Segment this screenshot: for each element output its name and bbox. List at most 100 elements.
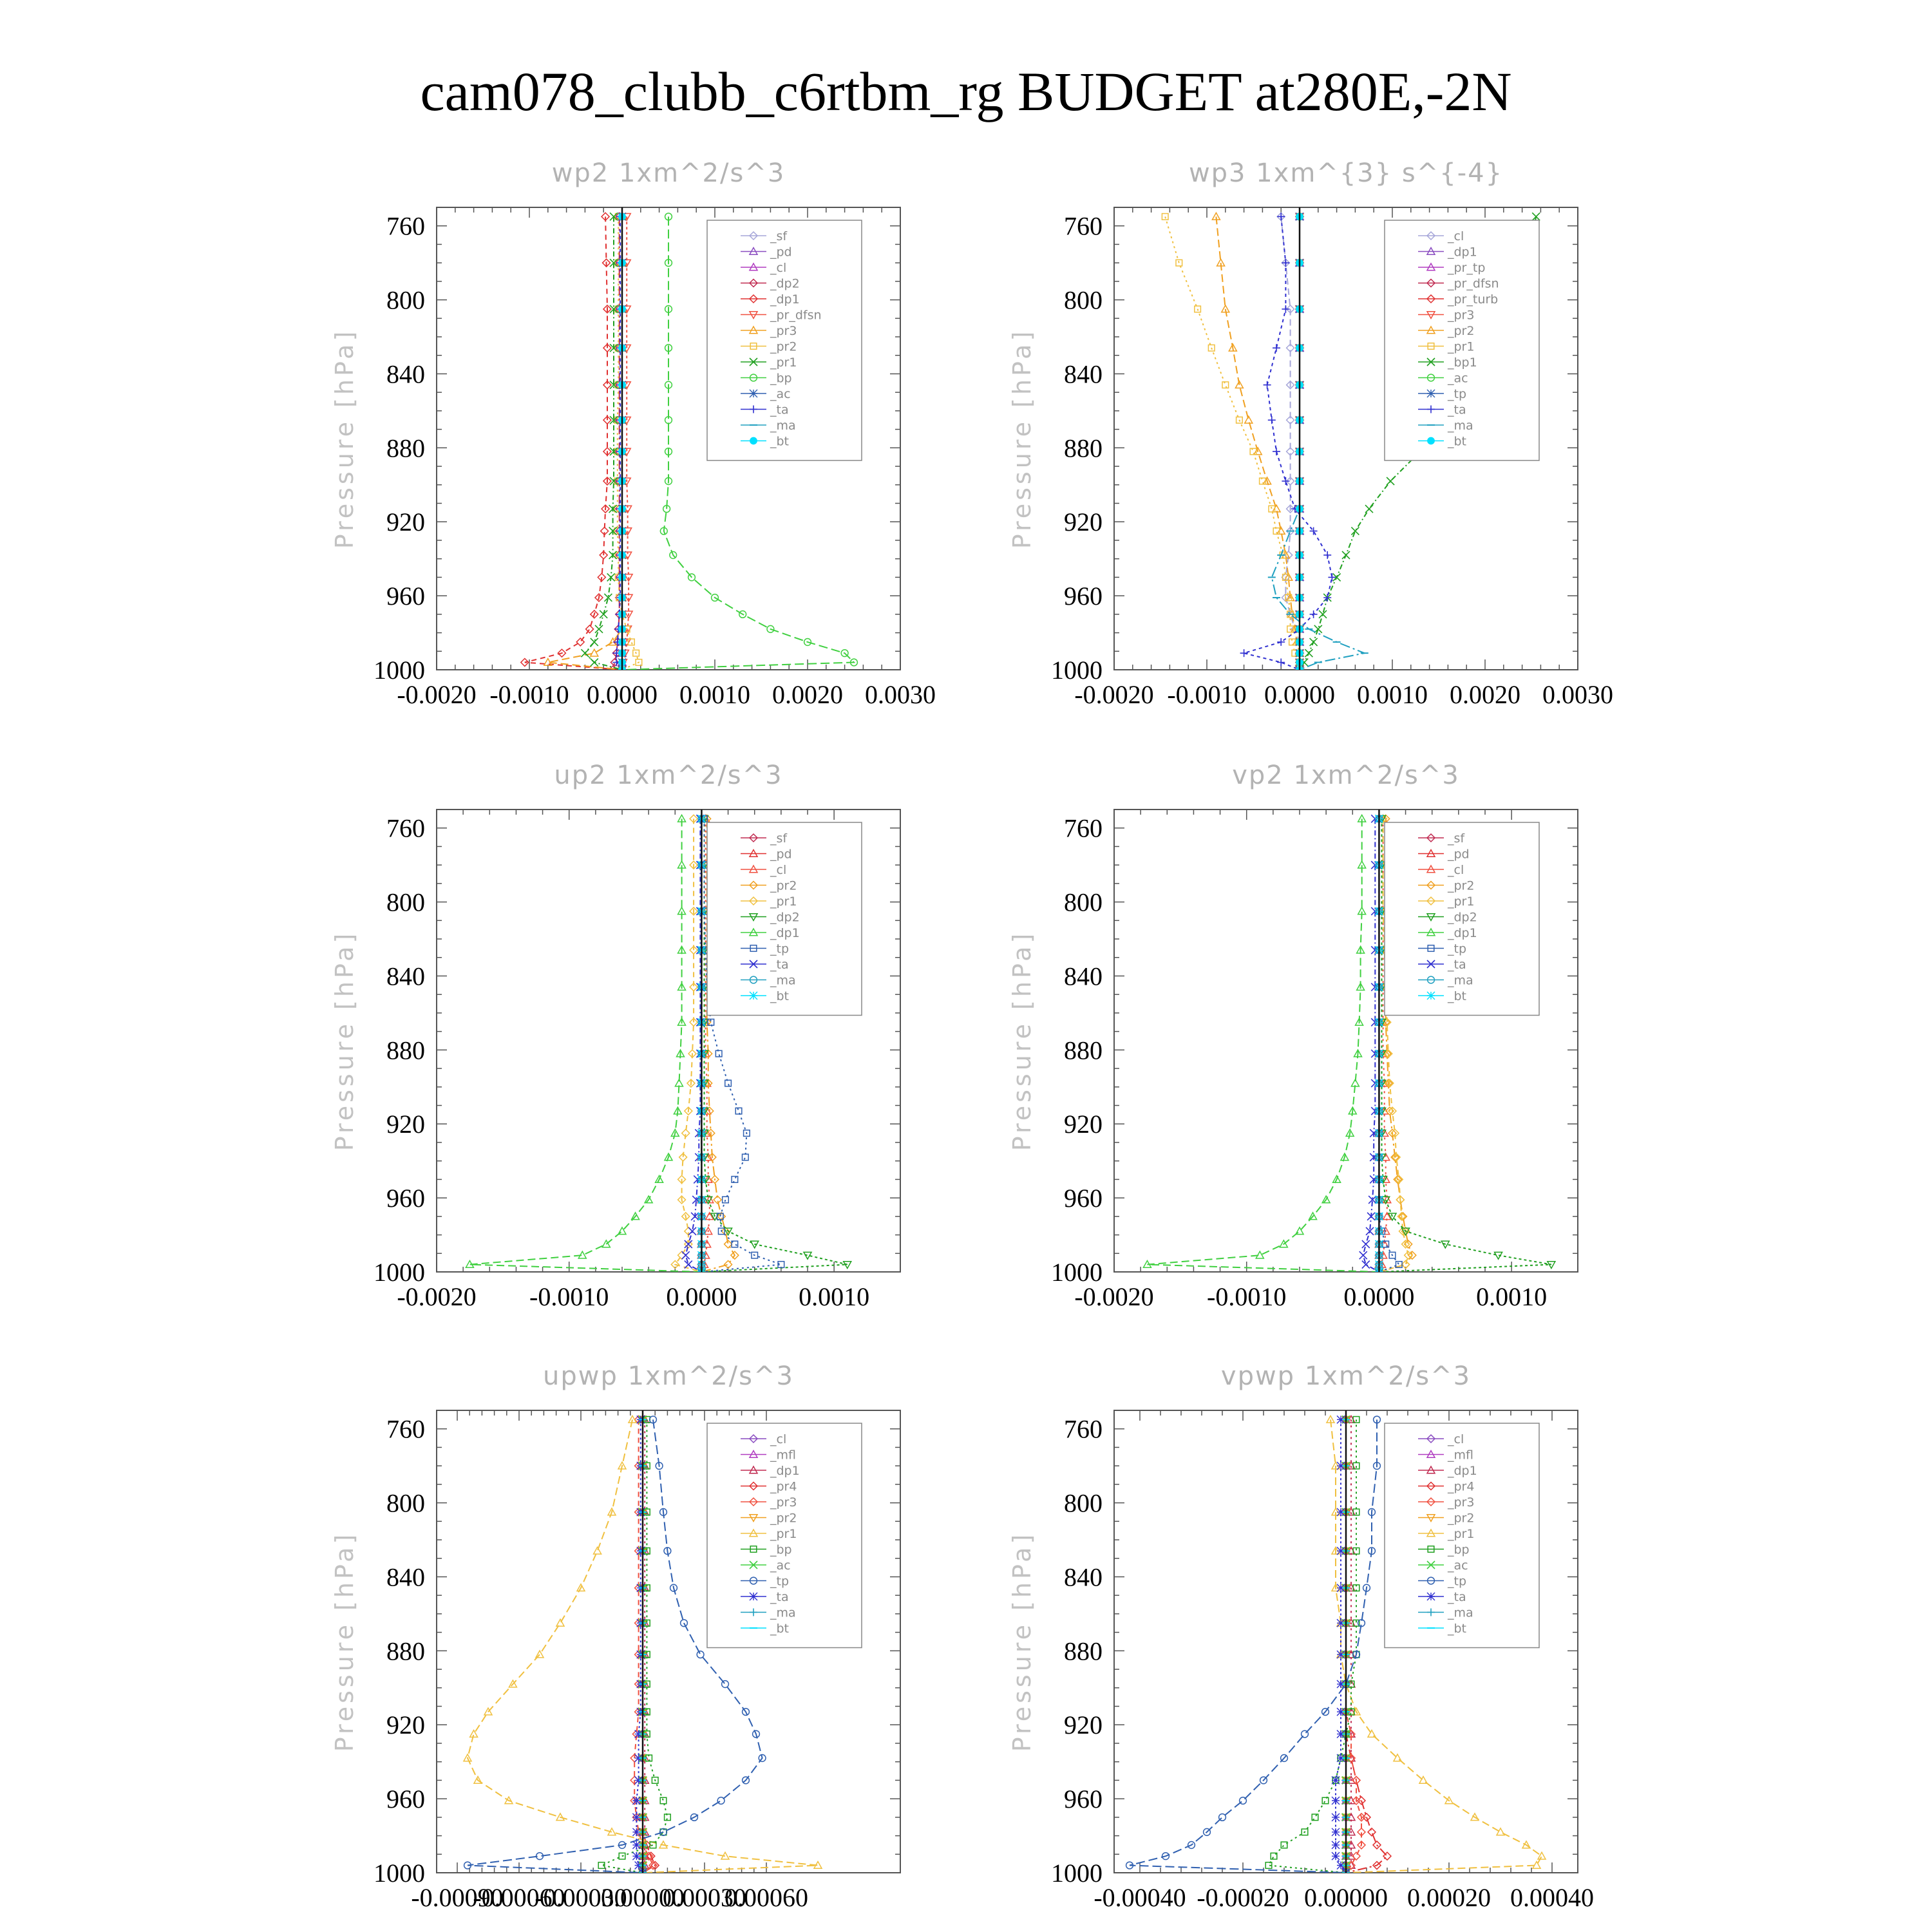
data-point: [1255, 1250, 1265, 1259]
data-point: [1263, 381, 1271, 389]
legend-item: _ac: [741, 387, 791, 401]
data-point: [632, 1796, 641, 1805]
y-tick-label: 760: [1064, 814, 1103, 843]
series-tp: [463, 1416, 766, 1873]
data-point: [632, 1813, 641, 1822]
data-point: [1356, 1827, 1367, 1837]
panel-5: upwp 1xm^2/s^3 Pressure [hPa] 760 800 840 880…: [330, 1361, 901, 1912]
data-point: [690, 1813, 699, 1821]
x-tick-label: 0.00000: [1304, 1883, 1388, 1912]
data-point: [1175, 259, 1183, 267]
data-point: [1495, 1827, 1506, 1836]
series-line: [1345, 1419, 1352, 1873]
data-point: [1323, 593, 1332, 601]
data-point: [1285, 447, 1295, 457]
data-point: [658, 1840, 668, 1849]
data-point: [578, 1250, 587, 1259]
legend-item: _ta: [741, 1590, 789, 1604]
data-point: [1336, 1730, 1345, 1739]
data-point: [1401, 1260, 1410, 1269]
data-point: [659, 1797, 667, 1804]
figure-title: cam078_clubb_c6rtbm_rg BUDGET at280E,-2N: [420, 61, 1512, 122]
data-point: [684, 1260, 693, 1269]
series-pr4: [638, 1415, 660, 1873]
legend-marker: [748, 896, 759, 906]
panel-1: wp2 1xm^2/s^3 Pressure [hPa] 760 800 840 880 9…: [330, 158, 936, 709]
data-point: [1270, 1852, 1278, 1860]
series-line: [1164, 216, 1300, 670]
y-tick-label: 960: [386, 1785, 425, 1814]
data-point: [634, 1754, 643, 1763]
data-point: [664, 344, 673, 352]
legend-marker: [1426, 246, 1436, 256]
data-point: [1370, 983, 1379, 992]
data-point: [741, 1707, 750, 1716]
y-tick-label: 920: [386, 507, 425, 536]
data-point: [673, 1106, 683, 1115]
legend-label: _pr4: [1447, 1480, 1474, 1494]
legend-marker: [1426, 1449, 1436, 1459]
panel-6: vpwp 1xm^2/s^3 Pressure [hPa] 760 800 840 880…: [1008, 1361, 1594, 1912]
data-point: [677, 1195, 687, 1205]
data-point: [1444, 1795, 1454, 1804]
legend-item: _ma: [741, 419, 796, 433]
data-point: [623, 573, 634, 582]
data-point: [1357, 1619, 1366, 1627]
legend-marker: [1426, 1577, 1435, 1585]
data-point: [1218, 1813, 1227, 1821]
legend-label: _ta: [1447, 403, 1466, 417]
data-point: [1277, 658, 1285, 667]
data-point: [1282, 477, 1290, 486]
y-tick-label: 960: [1064, 582, 1103, 611]
data-point: [594, 592, 604, 603]
data-point: [741, 1153, 749, 1161]
y-tick-label: 1000: [374, 1859, 425, 1888]
legend-label: _bt: [770, 989, 789, 1003]
x-tick-label: 0.0010: [679, 680, 750, 709]
legend-label: _ac: [770, 1558, 791, 1573]
legend-item: _bt: [1418, 1622, 1466, 1636]
legend-item: _dp2: [741, 911, 800, 925]
legend: _sf _pd_cl _dp2_dp1_pr_dfsn_pr3 _pr2_pr1 _bp…: [706, 220, 862, 461]
data-point: [1352, 1508, 1360, 1516]
data-point: [1386, 477, 1395, 486]
legend-label: _tp: [770, 942, 789, 956]
legend-label: _dp1: [1447, 1464, 1477, 1478]
legend-marker: [1427, 944, 1435, 952]
data-point: [555, 1618, 565, 1627]
data-point: [1336, 1707, 1345, 1716]
legend-label: _ac: [1447, 1558, 1468, 1573]
x-tick-label: -0.00060: [473, 1883, 565, 1912]
legend-marker: [749, 1560, 758, 1569]
y-tick-label: 840: [1064, 359, 1103, 388]
data-point: [576, 1583, 586, 1592]
legend-label: _pd: [1447, 848, 1470, 862]
legend-item: _ta: [1418, 958, 1466, 972]
legend-marker: [1426, 1592, 1435, 1601]
x-tick-label: 0.0000: [666, 1282, 737, 1311]
legend-marker: [1426, 1481, 1436, 1491]
legend-item: _pr2: [741, 1511, 797, 1526]
data-point: [1285, 304, 1295, 314]
legend-item: _tp: [1418, 387, 1466, 401]
data-point: [618, 1841, 627, 1850]
data-point: [473, 1775, 483, 1784]
data-point: [684, 1240, 693, 1249]
series-line: [1267, 1419, 1357, 1873]
y-tick-label: 1000: [374, 656, 425, 685]
data-point: [1393, 1175, 1403, 1184]
data-point: [1125, 1861, 1134, 1870]
data-point: [706, 1128, 715, 1138]
data-point: [1370, 907, 1379, 916]
series-line: [634, 1419, 654, 1873]
data-point: [1285, 343, 1295, 353]
legend-marker: [1426, 310, 1436, 320]
data-point: [663, 1547, 672, 1555]
legend-label: _bt: [1447, 435, 1466, 449]
legend-item: _cl: [1418, 863, 1464, 877]
plot-frame: [436, 809, 901, 1273]
data-point: [609, 415, 618, 424]
y-tick-label: 760: [386, 212, 425, 241]
data-point: [1441, 1240, 1450, 1249]
data-point: [623, 594, 634, 603]
